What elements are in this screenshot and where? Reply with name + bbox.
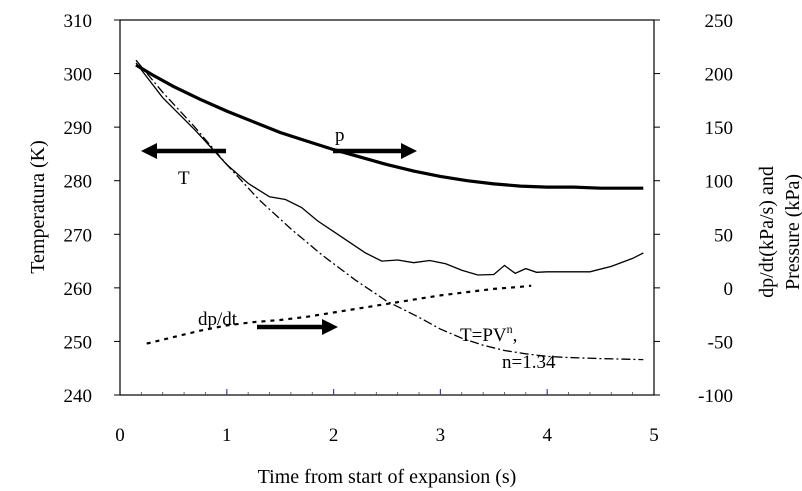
arrow-dpdt-right bbox=[257, 319, 338, 335]
x-tick-label: 1 bbox=[222, 425, 232, 446]
x-tick-label: 3 bbox=[436, 425, 446, 446]
right-y-tick-label: -50 bbox=[708, 332, 733, 353]
arrow-T-left bbox=[141, 143, 226, 159]
left-y-tick-label: 270 bbox=[64, 225, 93, 246]
x-tick-label: 0 bbox=[115, 425, 125, 446]
left-y-tick-label: 280 bbox=[64, 172, 93, 193]
left-y-tick-label: 300 bbox=[64, 65, 93, 86]
x-axis-title: Time from start of expansion (s) bbox=[258, 466, 517, 488]
right-y-axis-ticks: -100 -50 0 50 100 150 200 250 bbox=[654, 11, 733, 407]
left-y-axis-title: Temperatura (K) bbox=[27, 140, 49, 274]
left-y-tick-label: 310 bbox=[64, 11, 93, 32]
right-y-axis-title-line1: dp/dt(kPa/s) and bbox=[756, 166, 778, 298]
x-axis-ticks: 0 1 2 3 4 5 bbox=[115, 389, 659, 446]
left-y-axis-ticks: 240 250 260 270 280 290 300 310 bbox=[64, 11, 120, 407]
x-tick-label: 2 bbox=[329, 425, 339, 446]
annotation-p: p bbox=[335, 125, 345, 146]
arrow-p-right bbox=[333, 143, 417, 159]
series-line-model bbox=[135, 59, 644, 361]
left-y-tick-label: 250 bbox=[64, 332, 93, 353]
right-y-tick-label: 0 bbox=[724, 279, 734, 300]
x-tick-label: 4 bbox=[542, 425, 552, 446]
right-y-tick-label: 250 bbox=[705, 11, 734, 32]
annotation-model: T=PVn, bbox=[460, 322, 517, 346]
right-y-tick-label: 150 bbox=[705, 118, 734, 139]
left-y-tick-label: 290 bbox=[64, 118, 93, 139]
right-y-tick-label: 100 bbox=[705, 172, 734, 193]
annotation-T: T bbox=[178, 168, 190, 189]
right-y-tick-label: 200 bbox=[705, 65, 734, 86]
annotation-dpdt: dp/dt bbox=[198, 309, 238, 330]
series-line-temperature bbox=[135, 62, 644, 276]
annotation-model-n: n=1.34 bbox=[502, 352, 556, 373]
left-y-tick-label: 260 bbox=[64, 279, 93, 300]
right-y-tick-label: -100 bbox=[698, 386, 733, 407]
right-y-axis-title-line2: Pressure (kPa) bbox=[782, 174, 802, 290]
x-tick-label: 5 bbox=[649, 425, 659, 446]
right-y-tick-label: 50 bbox=[714, 225, 733, 246]
series-line-pressure bbox=[135, 63, 644, 190]
plot-area-frame bbox=[119, 19, 655, 396]
left-y-tick-label: 240 bbox=[64, 386, 93, 407]
